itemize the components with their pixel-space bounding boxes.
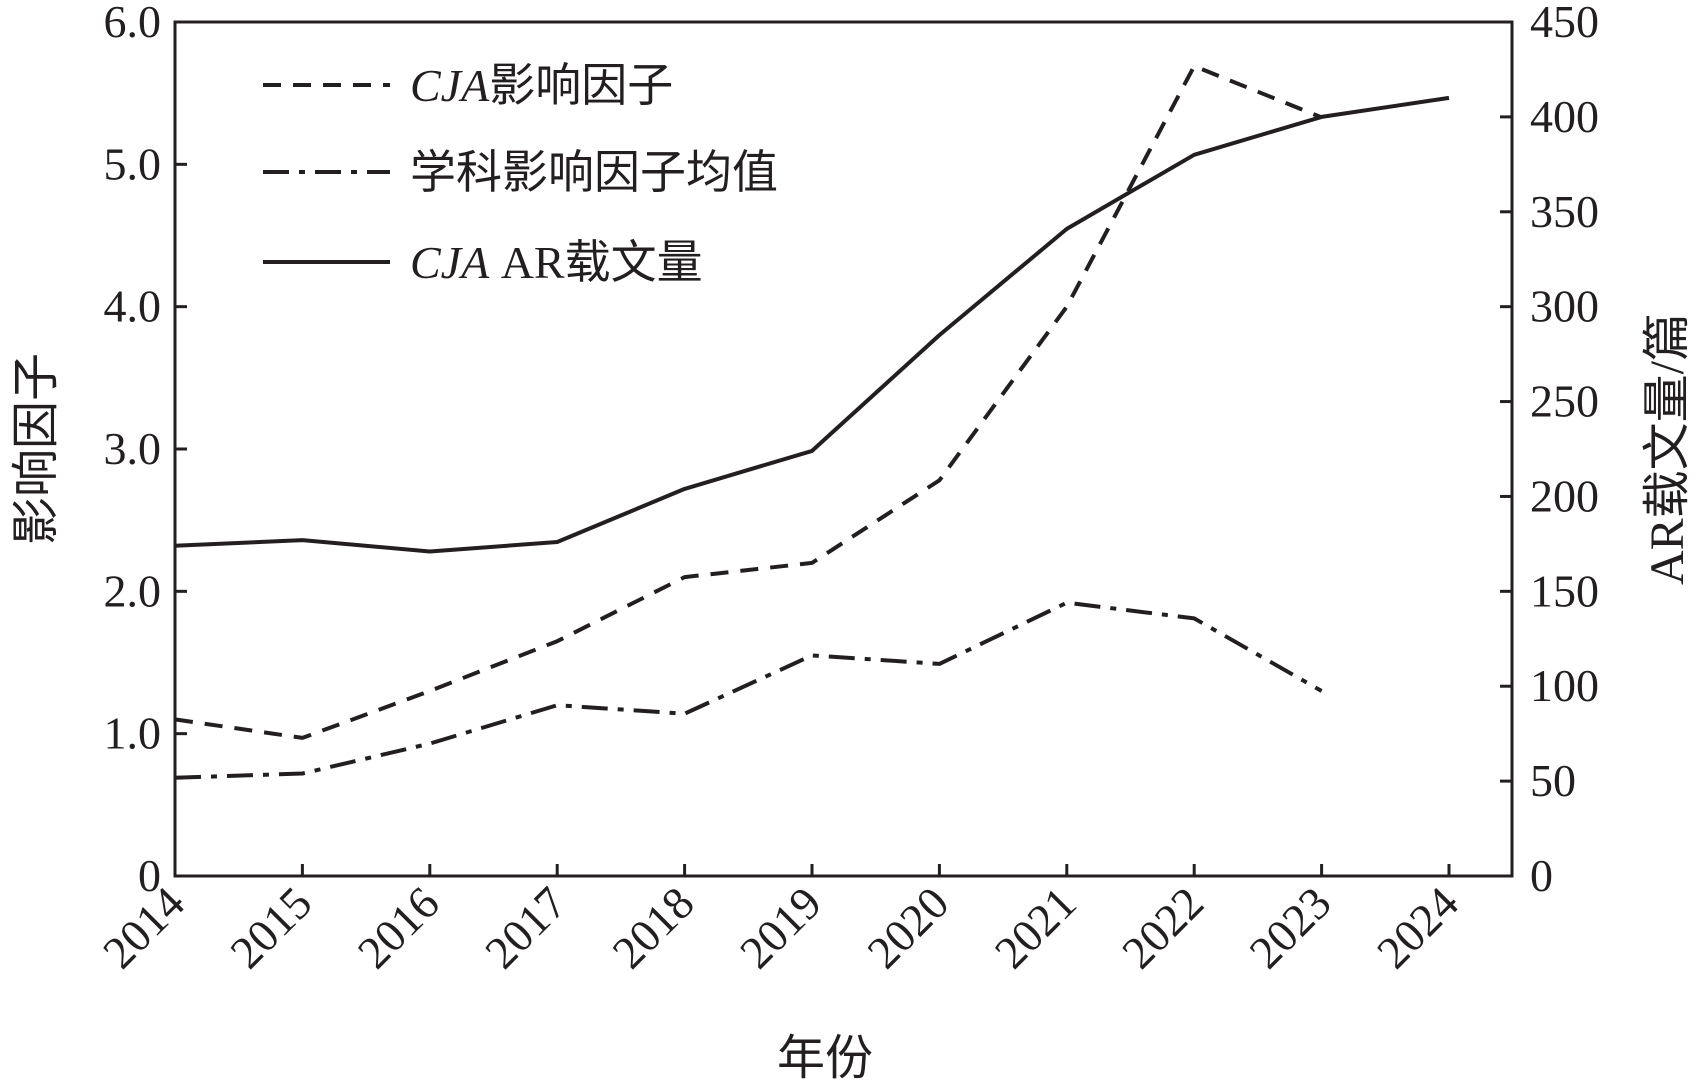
right-tick-label: 250 [1530,376,1599,427]
right-axis-ticks: 0 50 100 150 200 250 300 350 400 450 [1500,0,1599,901]
right-tick-label: 150 [1530,565,1599,616]
legend-label-italic: CJA [410,60,490,111]
legend-label-text: 影响因子 [489,60,673,111]
right-axis-title: AR载文量/篇 [1641,313,1694,585]
x-tick-label: 2021 [985,877,1086,978]
legend-label-1: CJA影响因子 [410,60,673,111]
x-axis-title: 年份 [777,1032,873,1085]
left-tick-label: 5.0 [104,138,162,189]
right-tick-label: 350 [1530,186,1599,237]
series-line-3 [174,95,1450,554]
right-tick-label: 0 [1530,850,1553,901]
right-tick-label: 200 [1530,470,1599,521]
right-tick-label: 400 [1530,91,1599,142]
legend-label-3: CJA AR载文量 [410,237,703,288]
x-tick-label: 2016 [348,877,449,978]
legend-label-2: 学科影响因子均值 [410,147,778,198]
x-tick-label: 2023 [1240,877,1341,978]
x-tick-label: 2015 [220,877,321,978]
series-line-2 [174,600,1323,780]
right-tick-label: 100 [1530,660,1599,711]
x-tick-label: 2019 [730,877,831,978]
left-axis-ticks: 0 1.0 2.0 3.0 4.0 5.0 6.0 [104,0,187,901]
x-tick-label: 2018 [603,877,704,978]
x-axis-ticks: 2014 2015 2016 2017 2018 2019 2020 2021 2022 2023… [93,864,1468,978]
left-tick-label: 0 [138,850,161,901]
left-axis-title: 影响因子 [10,353,63,545]
series-layer [174,64,1450,780]
x-tick-label: 2014 [93,877,194,978]
left-tick-label: 3.0 [104,423,162,474]
left-tick-label: 2.0 [104,565,162,616]
x-tick-label: 2017 [475,877,576,978]
left-tick-label: 1.0 [104,708,162,759]
right-tick-label: 50 [1530,755,1576,806]
left-tick-label: 6.0 [104,0,162,47]
x-tick-label: 2022 [1112,877,1213,978]
legend-label-italic: CJA [410,237,490,288]
x-tick-label: 2024 [1367,877,1468,978]
series-line-1 [174,64,1323,740]
plot-frame [173,20,1514,878]
legend-label-text: AR载文量 [489,237,702,288]
x-tick-label: 2020 [857,877,958,978]
legend-label-text: 学科影响因子均值 [410,147,778,198]
right-tick-label: 450 [1530,0,1599,47]
right-tick-label: 300 [1530,281,1599,332]
left-tick-label: 4.0 [104,281,162,332]
